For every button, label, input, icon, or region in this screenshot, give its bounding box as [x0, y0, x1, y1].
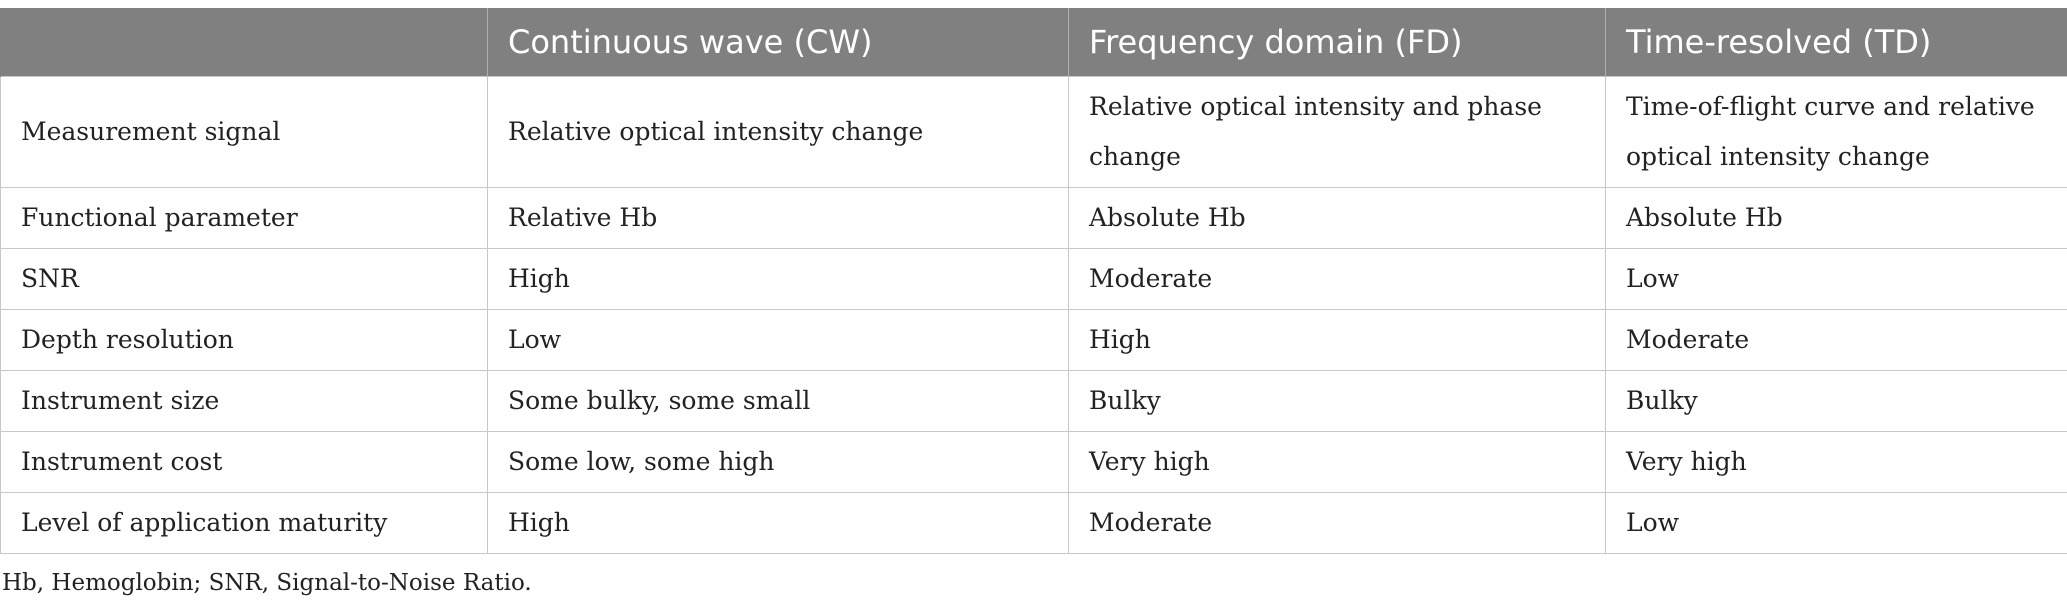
header-cell-fd: Frequency domain (FD)	[1068, 8, 1606, 77]
row-label: Functional parameter	[0, 187, 488, 249]
cell-td: Moderate	[1605, 309, 2067, 371]
cell-td: Very high	[1605, 431, 2067, 493]
table-row: Instrument size Some bulky, some small B…	[0, 370, 2067, 432]
cell-td: Time-of-flight curve and relative optica…	[1605, 76, 2067, 188]
cell-td: Absolute Hb	[1605, 187, 2067, 249]
cell-fd: Moderate	[1068, 248, 1606, 310]
cell-cw: Some low, some high	[487, 431, 1069, 493]
cell-cw: Relative optical intensity change	[487, 76, 1069, 188]
comparison-table: Continuous wave (CW) Frequency domain (F…	[0, 8, 2067, 554]
table-footnote: Hb, Hemoglobin; SNR, Signal-to-Noise Rat…	[2, 570, 532, 596]
cell-td: Low	[1605, 492, 2067, 554]
row-label: SNR	[0, 248, 488, 310]
cell-cw: High	[487, 492, 1069, 554]
header-cell-cw: Continuous wave (CW)	[487, 8, 1069, 77]
table-row: Instrument cost Some low, some high Very…	[0, 431, 2067, 493]
comparison-table-container: Continuous wave (CW) Frequency domain (F…	[0, 8, 2067, 554]
cell-cw: High	[487, 248, 1069, 310]
row-label: Measurement signal	[0, 76, 488, 188]
header-cell-td: Time-resolved (TD)	[1605, 8, 2067, 77]
cell-cw: Some bulky, some small	[487, 370, 1069, 432]
table-row: Depth resolution Low High Moderate	[0, 309, 2067, 371]
header-row: Continuous wave (CW) Frequency domain (F…	[0, 8, 2067, 77]
cell-fd: Bulky	[1068, 370, 1606, 432]
row-label: Instrument size	[0, 370, 488, 432]
cell-fd: Very high	[1068, 431, 1606, 493]
table-row: Measurement signal Relative optical inte…	[0, 76, 2067, 188]
cell-fd: High	[1068, 309, 1606, 371]
cell-cw: Relative Hb	[487, 187, 1069, 249]
table-row: Functional parameter Relative Hb Absolut…	[0, 187, 2067, 249]
cell-fd: Moderate	[1068, 492, 1606, 554]
cell-cw: Low	[487, 309, 1069, 371]
cell-td: Bulky	[1605, 370, 2067, 432]
cell-td: Low	[1605, 248, 2067, 310]
cell-fd: Absolute Hb	[1068, 187, 1606, 249]
table-row: SNR High Moderate Low	[0, 248, 2067, 310]
cell-fd: Relative optical intensity and phase cha…	[1068, 76, 1606, 188]
table-row: Level of application maturity High Moder…	[0, 492, 2067, 554]
row-label: Depth resolution	[0, 309, 488, 371]
row-label: Level of application maturity	[0, 492, 488, 554]
row-label: Instrument cost	[0, 431, 488, 493]
header-cell-empty	[0, 8, 488, 77]
